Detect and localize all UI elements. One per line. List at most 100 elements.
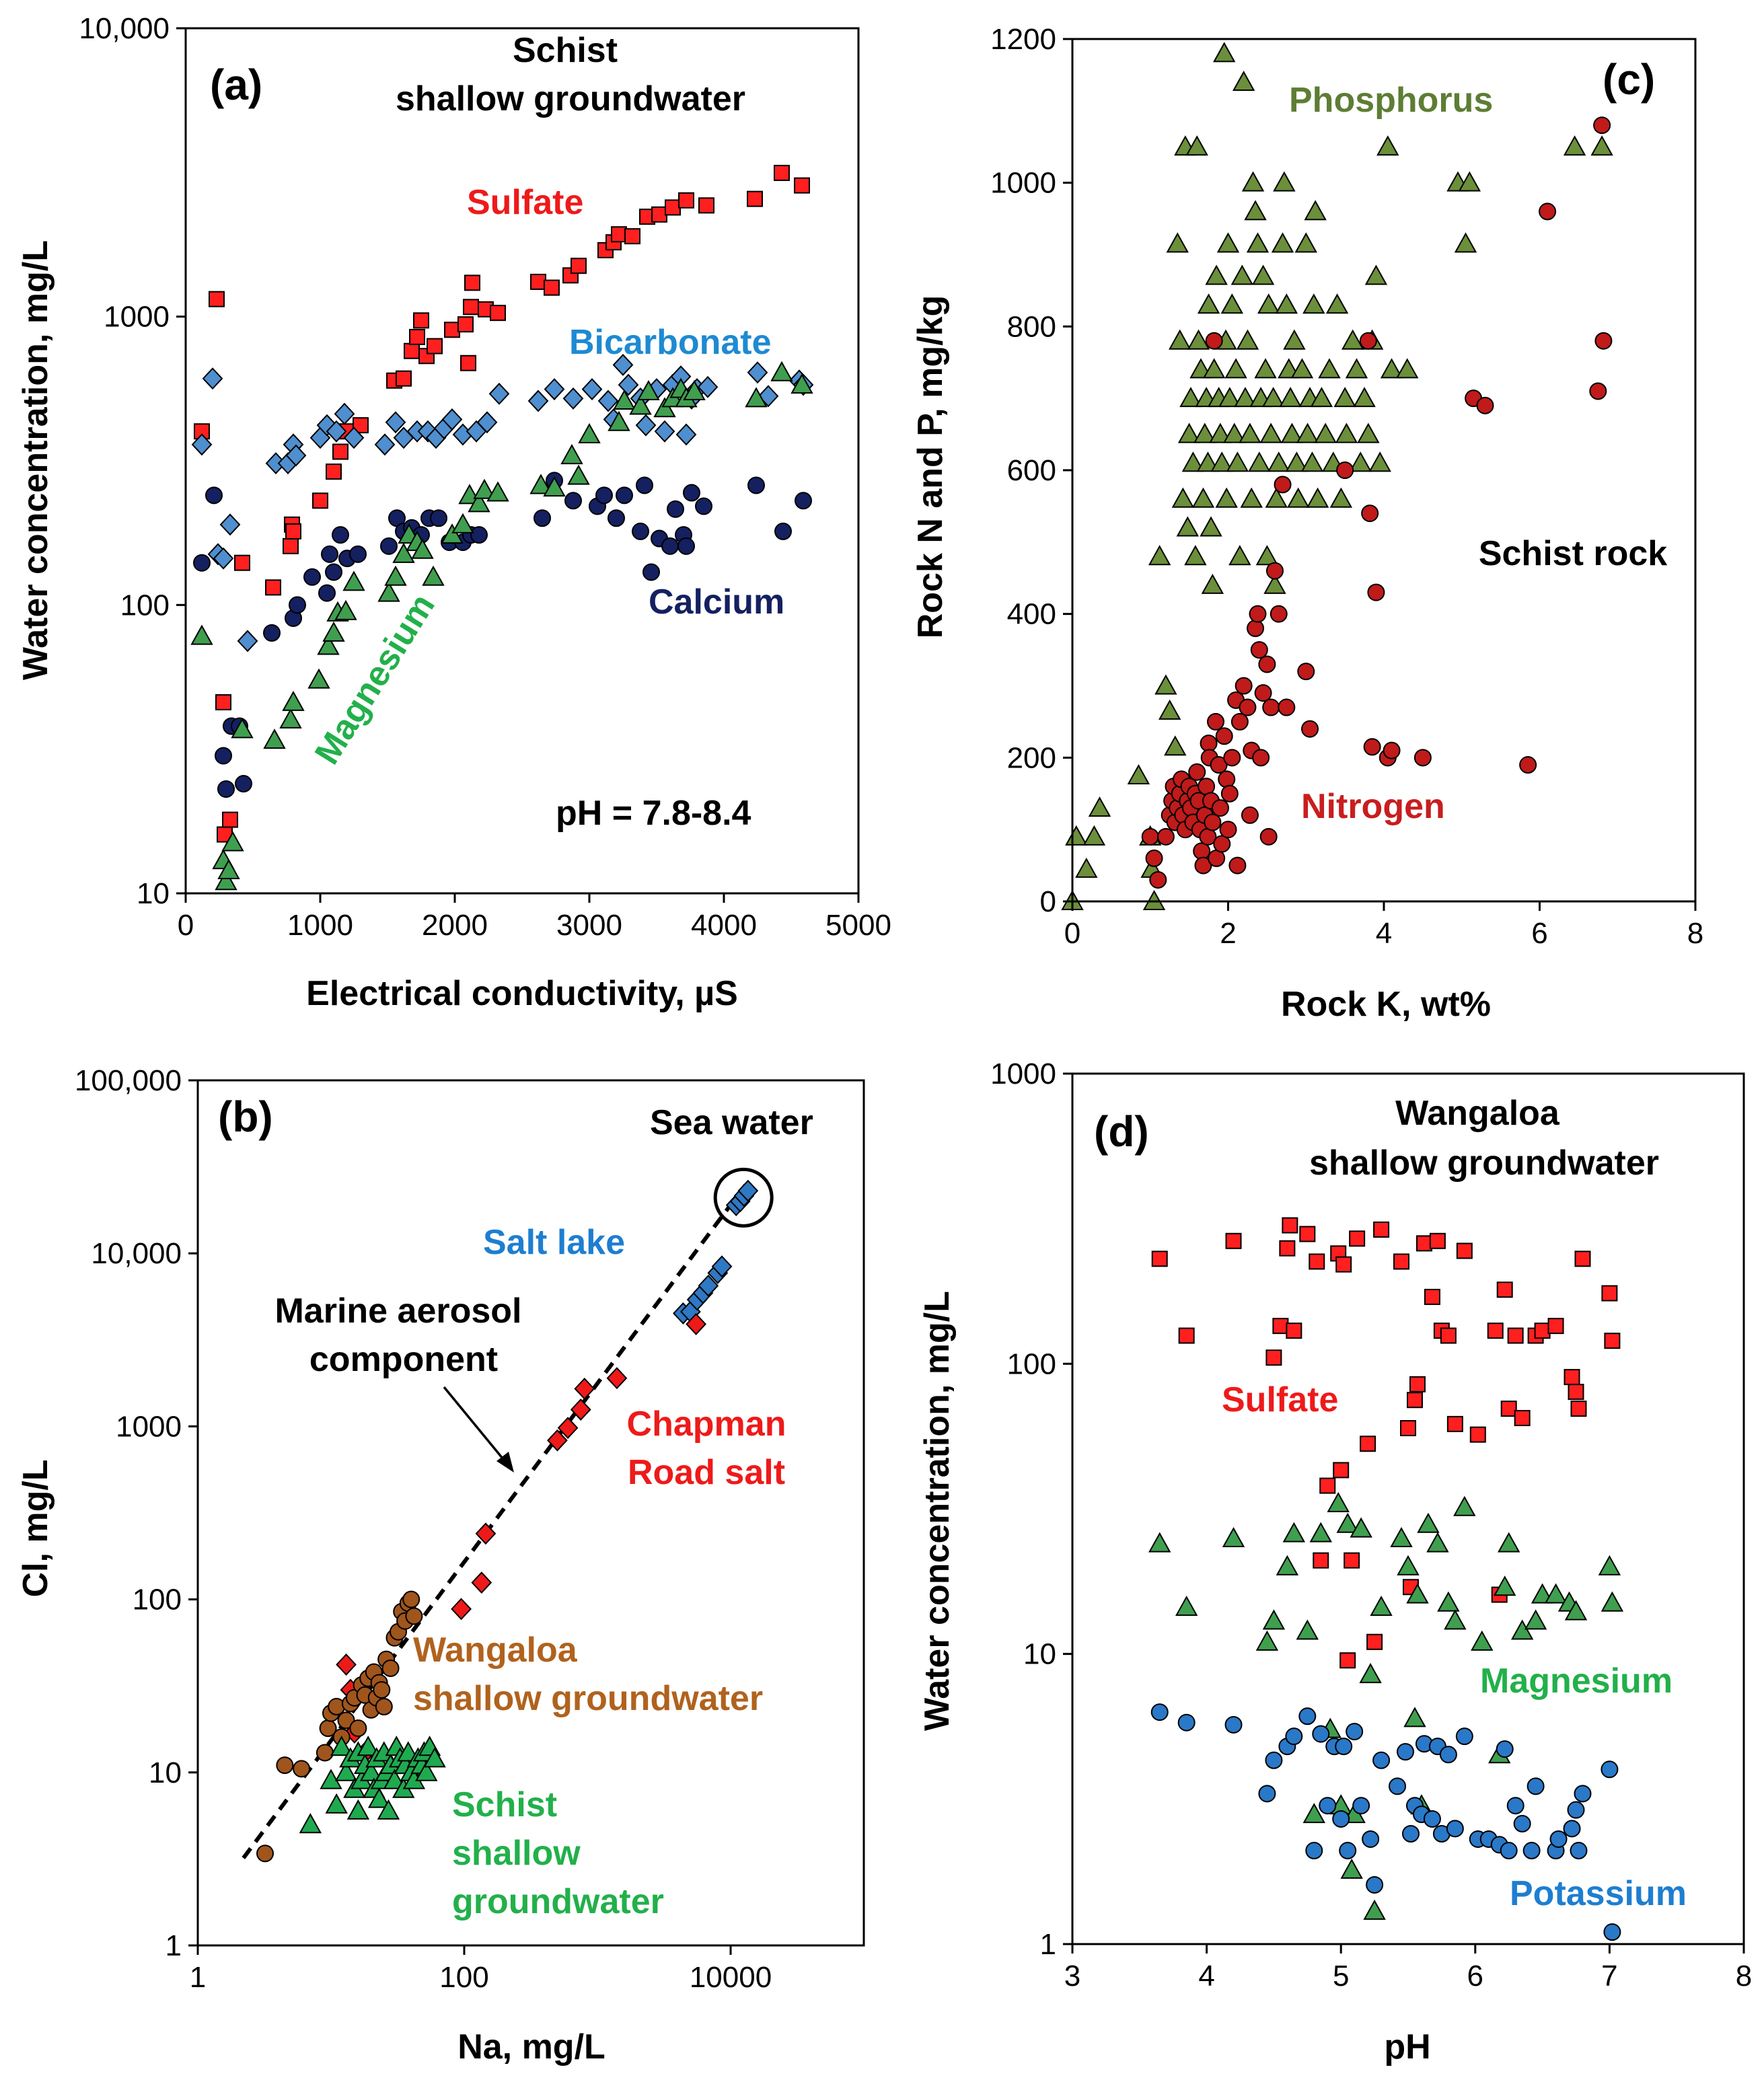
panel-c-phosphorus-point bbox=[1254, 358, 1277, 379]
panel-a-magnesium-point bbox=[263, 729, 286, 749]
panel-d-potassium-point bbox=[1506, 1797, 1524, 1815]
panel-a-x-tick-label: 3000 bbox=[556, 909, 622, 942]
panel-d-potassium-point bbox=[1312, 1725, 1330, 1743]
panel-c-nitrogen-point bbox=[1219, 821, 1237, 839]
panel-c-phosphorus-point bbox=[1205, 264, 1228, 285]
sea-water-highlight-circle bbox=[713, 1167, 774, 1228]
panel-d-potassium-point bbox=[1177, 1713, 1196, 1732]
panel-b-label-marine-aerosol-line-2: component bbox=[309, 1340, 498, 1379]
panel-b-chapman-road-salt-point bbox=[471, 1571, 492, 1594]
panel-a-sulfate-point bbox=[464, 274, 480, 291]
panel-c-phosphorus-point bbox=[1280, 422, 1304, 443]
panel-a-bicarbonate-point bbox=[562, 387, 584, 410]
panel-c-phosphorus-point bbox=[1306, 487, 1329, 508]
panel-c-nitrogen-point bbox=[1278, 698, 1296, 716]
panel-c-nitrogen-point bbox=[1539, 202, 1557, 221]
panel-c-phosphorus-point bbox=[1329, 487, 1353, 508]
panel-b: 1 100 10000 1 10 100 1000 10,000 100,000 (b) Sea… bbox=[16, 1064, 865, 2067]
panel-a-bicarbonate-point bbox=[581, 378, 603, 401]
panel-c-x-tick-label: 6 bbox=[1531, 917, 1547, 950]
panel-c-phosphorus-point bbox=[1304, 200, 1327, 221]
panel-b-label-chapman-line-2: Road salt bbox=[628, 1453, 785, 1492]
panel-c-nitrogen-point bbox=[1210, 756, 1228, 774]
panel-a-bicarbonate-point bbox=[697, 375, 719, 398]
panel-a-plot-frame bbox=[184, 27, 860, 895]
panel-c-nitrogen-point bbox=[1156, 827, 1175, 846]
panel-a-bicarbonate-point bbox=[237, 630, 258, 653]
panel-d-sulfate-point bbox=[1400, 1420, 1416, 1437]
panel-a-bicarbonate-point bbox=[618, 373, 639, 396]
panel-a-magnesium-point bbox=[560, 444, 583, 465]
panel-a-sulfate-point bbox=[678, 192, 694, 209]
panel-d-sulfate-point bbox=[1406, 1392, 1423, 1409]
panel-c-nitrogen-point bbox=[1274, 476, 1292, 494]
panel-a-bicarbonate-point bbox=[488, 382, 510, 405]
panel-c-phosphorus-point bbox=[1176, 516, 1200, 537]
panel-c-nitrogen-point bbox=[1249, 605, 1267, 623]
panel-d-sulfate-point bbox=[1547, 1318, 1564, 1335]
panel-a-magnesium-point bbox=[392, 542, 415, 563]
panel-a-sulfate-point bbox=[222, 811, 238, 828]
panel-c-phosphorus-point bbox=[1184, 545, 1207, 566]
panel-c-phosphorus-point bbox=[1210, 451, 1233, 472]
panel-c-phosphorus-point bbox=[1458, 171, 1481, 192]
panel-b-marks bbox=[242, 1167, 774, 1863]
panel-a-magnesium-point bbox=[629, 394, 652, 415]
panel-c-phosphorus-point bbox=[1244, 200, 1267, 221]
panel-d-potassium-point bbox=[1366, 1875, 1384, 1894]
panel-b-wangaloa-shallow-groundwater-point bbox=[256, 1845, 274, 1863]
panel-c-nitrogen-point bbox=[1205, 332, 1223, 350]
panel-d-sulfate-point bbox=[1286, 1323, 1302, 1339]
panel-a-calcium-point bbox=[747, 476, 765, 494]
panel-c-phosphorus-point bbox=[1563, 135, 1586, 156]
panel-a-calcium-point bbox=[235, 775, 252, 793]
panel-d-label-potassium: Potassium bbox=[1510, 1874, 1687, 1913]
panel-d-x-tick-label: 3 bbox=[1064, 1960, 1080, 1993]
panel-c-nitrogen-point bbox=[1301, 720, 1319, 738]
panel-c-phosphorus-point bbox=[1318, 358, 1341, 379]
panel-c-phosphorus-point bbox=[1290, 358, 1314, 379]
panel-b-chapman-road-salt-point bbox=[570, 1399, 591, 1421]
panel-d-y-tick-label: 100 bbox=[1007, 1347, 1056, 1380]
panel-c-phosphorus-point bbox=[1248, 451, 1271, 472]
panel-d-potassium-point bbox=[1362, 1830, 1380, 1848]
panel-a-sulfate-point bbox=[326, 463, 342, 480]
panel-a-magnesium-point bbox=[342, 570, 365, 591]
panel-d-sulfate-point bbox=[1469, 1426, 1486, 1443]
panel-c-phosphorus-point bbox=[1197, 293, 1220, 314]
panel-a-marks bbox=[190, 165, 814, 891]
panel-c-nitrogen-point bbox=[1250, 641, 1268, 659]
panel-d-magnesium-point bbox=[1276, 1555, 1299, 1575]
panel-c-nitrogen-point bbox=[1204, 813, 1222, 831]
panel-d-magnesium-point bbox=[1601, 1591, 1624, 1612]
panel-a-series-magnesium bbox=[190, 361, 813, 891]
panel-c-phosphorus-point bbox=[1202, 358, 1226, 379]
panel-d-x-axis-title: pH bbox=[1384, 2027, 1430, 2067]
panel-a-bicarbonate-point bbox=[597, 389, 619, 412]
panel-c-marks bbox=[1061, 42, 1613, 910]
panel-d-sulfate-point bbox=[1500, 1401, 1517, 1417]
panel-d-potassium-point bbox=[1563, 1820, 1581, 1838]
panel-c-x-tick-label: 8 bbox=[1687, 917, 1703, 950]
panel-c-phosphorus-point bbox=[1230, 264, 1254, 285]
panel-d-magnesium-point bbox=[1471, 1630, 1494, 1651]
panel-c-nitrogen-point bbox=[1215, 727, 1233, 745]
panel-d-magnesium-point bbox=[1302, 1803, 1325, 1824]
panel-c-nitrogen-point bbox=[1258, 655, 1276, 673]
panel-b-schist-shallow-groundwater-point bbox=[367, 1787, 391, 1808]
panel-a-sulfate-point bbox=[665, 199, 681, 216]
panel-c-phosphorus-point bbox=[1267, 451, 1290, 472]
panel-a-calcium-point bbox=[303, 568, 321, 586]
panel-c-phosphorus-point bbox=[1241, 171, 1265, 192]
panel-d-x-tick-label: 8 bbox=[1736, 1960, 1752, 1993]
panel-c-phosphorus-point bbox=[1196, 451, 1220, 472]
panel-c-phosphorus-point bbox=[1255, 545, 1279, 566]
panel-c-y-tick-label: 200 bbox=[1007, 741, 1056, 774]
panel-a-sulfate-point bbox=[611, 226, 627, 243]
panel-c-phosphorus-point bbox=[1273, 171, 1296, 192]
panel-a-calcium-point bbox=[642, 563, 660, 581]
panel-a-x-tick-label: 1000 bbox=[287, 909, 353, 942]
panel-d-magnesium-point bbox=[1403, 1707, 1426, 1727]
panel-a-bicarbonate-point bbox=[191, 433, 213, 456]
panel-d-x-tick-label: 6 bbox=[1467, 1960, 1483, 1993]
